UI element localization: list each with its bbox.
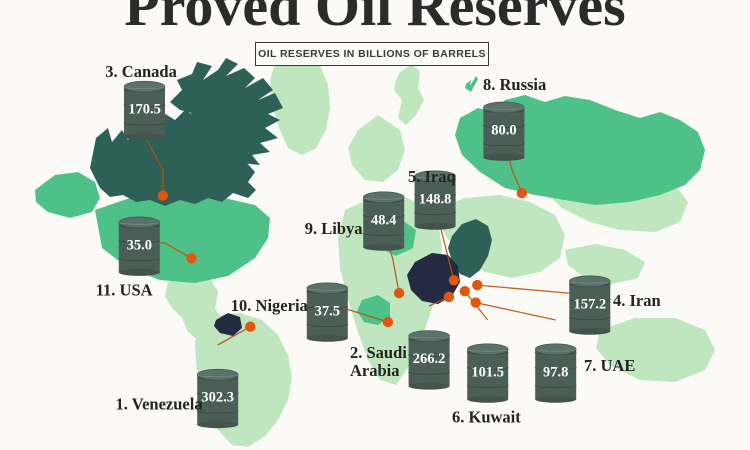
svg-text:170.5: 170.5	[128, 102, 161, 118]
svg-text:9. Libya: 9. Libya	[305, 219, 363, 238]
svg-text:48.4: 48.4	[371, 212, 396, 228]
svg-text:11. USA: 11. USA	[96, 281, 153, 300]
svg-text:80.0: 80.0	[491, 122, 516, 138]
svg-text:1. Venezuela: 1. Venezuela	[116, 395, 203, 414]
svg-text:Arabia: Arabia	[350, 361, 400, 380]
svg-text:101.5: 101.5	[471, 364, 504, 380]
svg-text:7. UAE: 7. UAE	[584, 356, 635, 375]
svg-text:97.8: 97.8	[543, 364, 568, 380]
svg-text:302.3: 302.3	[201, 390, 234, 406]
svg-text:5. Iraq: 5. Iraq	[408, 167, 456, 186]
svg-text:8. Russia: 8. Russia	[483, 75, 546, 94]
svg-text:157.2: 157.2	[573, 296, 606, 312]
svg-text:148.8: 148.8	[419, 191, 452, 207]
svg-text:6. Kuwait: 6. Kuwait	[452, 408, 521, 427]
svg-text:35.0: 35.0	[127, 237, 152, 253]
svg-text:2. Saudi: 2. Saudi	[350, 343, 407, 362]
svg-text:37.5: 37.5	[315, 303, 340, 319]
svg-text:10. Nigeria: 10. Nigeria	[231, 296, 308, 315]
svg-text:266.2: 266.2	[413, 351, 446, 367]
svg-text:4. Iran: 4. Iran	[613, 291, 661, 310]
svg-text:3. Canada: 3. Canada	[105, 62, 177, 81]
